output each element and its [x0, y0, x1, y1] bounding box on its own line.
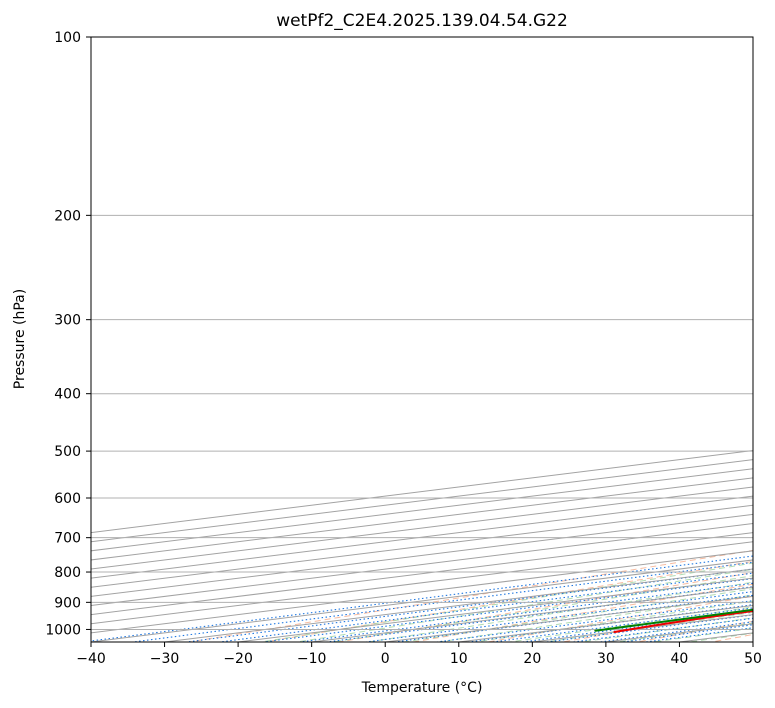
isotherm-line [752, 641, 753, 642]
moist-adiabat [613, 622, 753, 642]
x-tick-label: 20 [523, 651, 541, 667]
moist-adiabat [329, 575, 753, 642]
moist-adiabat [435, 594, 753, 642]
dry-adiabat [559, 607, 753, 642]
x-axis-title: Temperature (°C) [361, 680, 483, 696]
moist-adiabat [470, 600, 753, 642]
y-axis-title: Pressure (hPa) [12, 289, 28, 389]
dry-adiabat [261, 560, 753, 642]
isotherm-line [91, 495, 753, 579]
axes: −40 −30 −20 −10 0 10 20 30 40 50 100 200 300 400 500 60… [45, 30, 762, 667]
moist-adiabat [541, 612, 753, 642]
moist-adiabat [293, 568, 753, 642]
x-tick-label: 50 [744, 651, 762, 667]
background-grid [91, 10, 775, 654]
moist-adiabat [577, 617, 753, 642]
dewpoint-profile [594, 608, 753, 632]
y-tick-label: 800 [54, 565, 81, 581]
x-tick-label: 30 [597, 651, 615, 667]
y-tick-label: 300 [54, 313, 81, 329]
isotherm-line [532, 614, 753, 642]
dry-adiabat [186, 549, 753, 642]
plot-frame [90, 36, 754, 643]
isotherm-line [238, 577, 753, 642]
isotherm-line [458, 605, 753, 642]
isotherm-line [164, 568, 753, 642]
x-tick-label: 0 [381, 651, 390, 667]
isotherm-line [385, 595, 753, 642]
y-tick-label: 1000 [45, 622, 81, 638]
y-tick-label: 600 [54, 491, 81, 507]
isotherm-line [91, 541, 753, 625]
isotherm-line [91, 459, 753, 543]
y-tick-label: 200 [54, 208, 81, 224]
temperature-profile [613, 610, 753, 633]
isotherm-line [91, 513, 753, 597]
isotherm-line [91, 550, 753, 634]
y-tick-label: 900 [54, 595, 81, 611]
isotherm-line [91, 504, 753, 588]
x-tick-label: 40 [671, 651, 689, 667]
isotherm-line [91, 468, 753, 552]
isotherm-line [91, 450, 753, 534]
dry-adiabat [485, 595, 753, 642]
chart-title: wetPf2_C2E4.2025.139.04.54.G22 [276, 11, 568, 31]
isotherm-line [91, 532, 753, 616]
isotherm-line [91, 477, 753, 561]
isotherm-line [91, 522, 753, 607]
x-tick-label: 10 [450, 651, 468, 667]
x-tick-label: −40 [76, 651, 106, 667]
y-tick-label: 100 [54, 30, 81, 46]
dry-adiabat [410, 583, 753, 642]
isotherm-line [679, 632, 753, 642]
y-tick-label: 400 [54, 387, 81, 403]
y-tick-label: 500 [54, 444, 81, 460]
isotherm-line [91, 486, 753, 570]
x-tick-label: −20 [223, 651, 253, 667]
x-tick-label: −30 [150, 651, 180, 667]
x-tick-label: −10 [297, 651, 327, 667]
dry-adiabat [722, 10, 775, 654]
y-tick-label: 700 [54, 531, 81, 547]
